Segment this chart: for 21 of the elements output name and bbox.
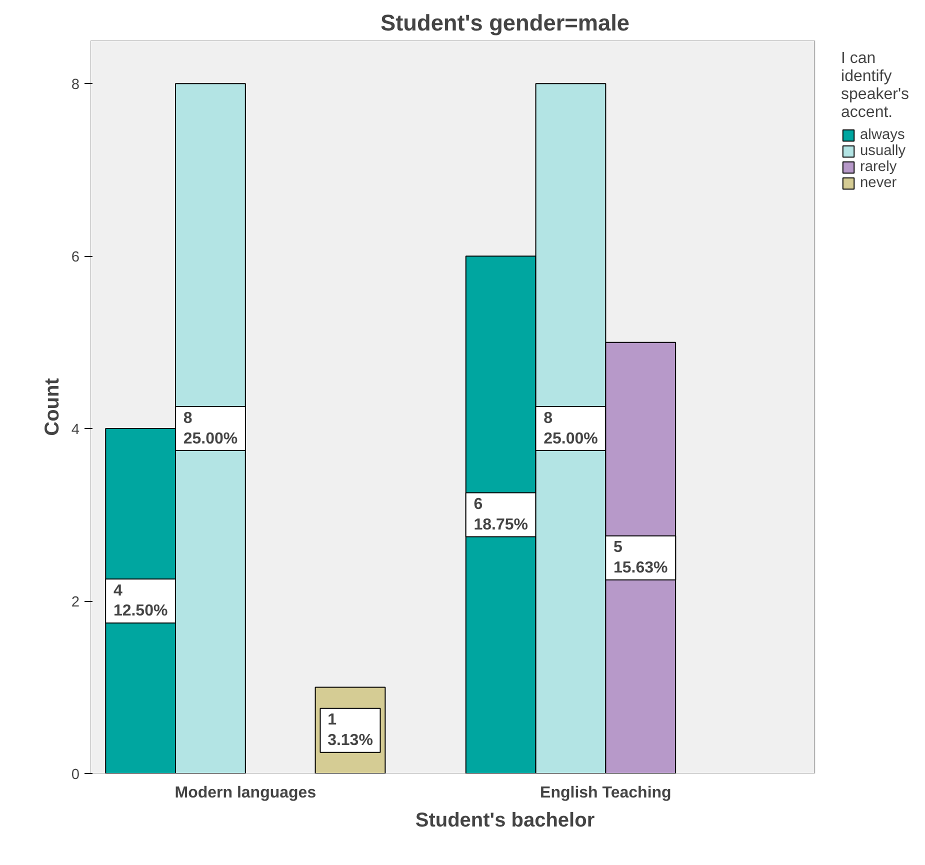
y-tick-label: 8 [71,77,80,94]
y-tick-label: 2 [71,594,80,611]
x-axis-title: Student's bachelor [415,810,595,832]
y-axis-title: Count [41,378,64,436]
legend-label: never [860,175,897,191]
data-label: 8 25.00% [544,410,598,448]
y-tick-label: 6 [71,250,80,266]
data-label: 8 25.00% [183,410,238,448]
x-tick-label: Modern languages [174,784,316,802]
legend-label: always [860,127,905,143]
data-label: 4 12.50% [113,582,168,620]
chart-title: Student's gender=male [380,10,630,36]
y-tick-label: 0 [71,767,80,783]
legend-label: rarely [860,159,897,175]
x-tick-label: English Teaching [540,784,672,802]
data-label: 5 15.63% [613,539,668,577]
legend-label: usually [860,143,906,159]
legend-title: I can identify speaker's accent. [841,50,909,122]
data-label: 6 18.75% [474,496,528,534]
data-label: 1 3.13% [328,712,373,750]
y-tick-label: 4 [71,422,80,438]
